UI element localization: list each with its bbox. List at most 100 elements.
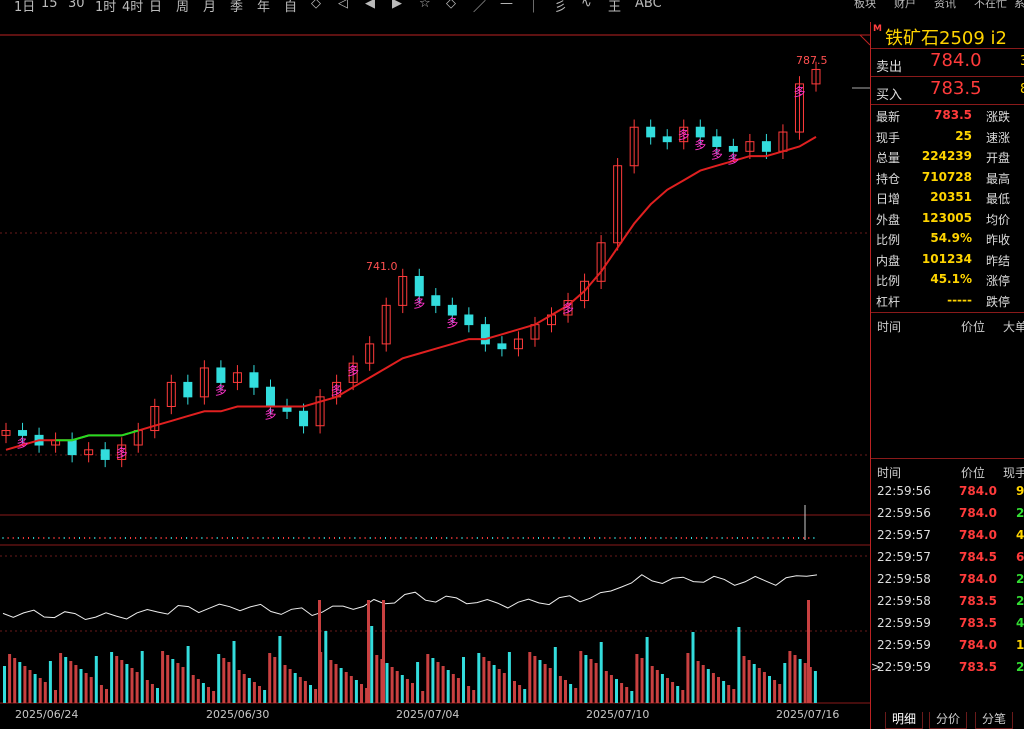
tick-volume: 9 — [1016, 484, 1024, 498]
tab-price-distribution[interactable]: 分价 — [929, 712, 968, 729]
stats-row: 内盘 101234 昨结 — [874, 250, 1024, 270]
volume-spike — [807, 600, 810, 703]
tick-price: 784.5 — [959, 550, 997, 564]
candle-body — [265, 386, 275, 407]
volume-bar — [186, 646, 190, 703]
toolbar-button[interactable]: ▶ — [392, 0, 402, 11]
toolbar-button[interactable]: ◇ — [311, 0, 321, 11]
toolbar-button[interactable]: 15 — [41, 0, 58, 11]
toolbar-button[interactable]: — — [500, 0, 513, 11]
toolbar-button[interactable]: 周 — [176, 0, 190, 14]
stat-label: 比例 — [876, 274, 901, 288]
toolbar-button[interactable]: 自 — [284, 0, 298, 14]
toolbar-button[interactable]: 月 — [203, 0, 217, 14]
volume-bar — [303, 681, 307, 703]
open-interest-line — [2, 574, 818, 621]
candle-body — [232, 372, 242, 383]
volume-bar — [94, 656, 98, 703]
tab-detail[interactable]: 明细 — [885, 712, 924, 729]
candle-body — [728, 145, 738, 152]
volume-bar — [813, 671, 817, 703]
tick-time: 22:59:59 — [877, 638, 931, 652]
volume-bar — [436, 662, 440, 703]
candle-body — [431, 295, 441, 306]
volume-bar — [110, 652, 114, 703]
toolbar-button[interactable]: 1日 — [14, 0, 36, 14]
volume-bar — [635, 654, 639, 703]
candle-body — [1, 430, 11, 436]
candle-body — [365, 343, 375, 364]
candle-body — [150, 405, 160, 432]
volume-bar — [620, 683, 624, 703]
volume-bar — [711, 673, 715, 703]
toolbar-button[interactable]: ◀ — [365, 0, 375, 11]
volume-bar — [181, 667, 185, 703]
toolbar-button[interactable]: ☆ — [419, 0, 431, 11]
current-tick-marker: > — [871, 660, 882, 674]
stat-value: 123005 — [921, 210, 972, 225]
volume-bar — [263, 690, 267, 703]
top-menu-item[interactable]: 不在忙 — [974, 0, 1007, 10]
volume-bar — [671, 682, 675, 703]
signal-marker: 多 — [116, 446, 128, 460]
toolbar-button[interactable]: 季 — [230, 0, 244, 14]
chart-toolbar: 1日 15 30 1时 4时日周月季年自 ◇ ◁ ◀ ▶ ☆ ◇ ／ — ｜ 彡 ∿ 王 ABC — [0, 0, 870, 14]
volume-bar — [242, 674, 246, 703]
volume-bar — [426, 654, 430, 703]
volume-bar — [268, 653, 272, 703]
tab-trades[interactable]: 分笔 — [975, 712, 1014, 729]
toolbar-button[interactable]: ◁ — [338, 0, 348, 11]
stat-value: ----- — [947, 292, 972, 307]
volume-bar — [28, 670, 32, 703]
tick-time: 22:59:57 — [877, 550, 931, 564]
volume-bar — [161, 651, 165, 703]
volume-bar — [375, 655, 379, 703]
volume-bar — [579, 651, 583, 703]
volume-bar — [222, 658, 226, 703]
toolbar-button[interactable]: 1时 — [95, 0, 117, 14]
volume-bar — [293, 673, 297, 703]
toolbar-button[interactable]: 彡 — [554, 0, 568, 14]
volume-bar — [196, 679, 200, 703]
top-menu-item[interactable]: 财户 — [894, 0, 916, 10]
tick-price: 784.0 — [959, 528, 997, 542]
toolbar-button[interactable]: 日 — [149, 0, 163, 14]
candle-body — [480, 324, 490, 345]
candle-body — [596, 242, 606, 282]
signal-marker: 多 — [17, 436, 29, 450]
top-menu-item[interactable]: 系统 — [1014, 0, 1024, 10]
candle-body — [580, 280, 590, 302]
toolbar-button[interactable]: ABC — [635, 0, 662, 11]
volume-bar — [487, 661, 491, 703]
stat-label-right: 开盘 — [986, 151, 1011, 165]
toolbar-button[interactable]: 年 — [257, 0, 271, 14]
tick-time: 22:59:58 — [877, 594, 931, 608]
candle-body — [712, 136, 722, 147]
signal-marker: 多 — [446, 316, 458, 330]
buy-row: 买入 783.5 8 — [874, 78, 1024, 104]
toolbar-button[interactable]: 王 — [608, 0, 622, 14]
top-menu-item[interactable]: 板块 — [854, 0, 876, 10]
toolbar-button[interactable]: 4时 — [122, 0, 144, 14]
stat-label: 总量 — [876, 151, 901, 165]
volume-bar — [717, 677, 720, 703]
toolbar-button[interactable]: ｜ — [527, 0, 541, 14]
stats-row: 杠杆 ----- 跌停 — [874, 291, 1024, 311]
volume-bar — [54, 690, 57, 703]
volume-bar — [451, 674, 455, 703]
stat-value: 20351 — [930, 190, 972, 204]
toolbar-button[interactable]: ◇ — [446, 0, 456, 11]
volume-bar — [309, 685, 312, 703]
top-menu-item[interactable]: 资讯 — [934, 0, 956, 10]
volume-bar — [732, 689, 736, 703]
toolbar-button[interactable]: ／ — [473, 0, 487, 14]
sell-label: 卖出 — [876, 60, 903, 75]
sell-row: 卖出 784.0 3 — [874, 50, 1024, 76]
volume-bar — [125, 664, 129, 703]
toolbar-button[interactable]: ∿ — [581, 0, 592, 11]
toolbar-button[interactable]: 30 — [68, 0, 85, 11]
volume-bar — [742, 656, 746, 703]
instrument-title[interactable]: 铁矿石2509 i2 — [885, 24, 1007, 50]
candle-body — [100, 449, 110, 460]
